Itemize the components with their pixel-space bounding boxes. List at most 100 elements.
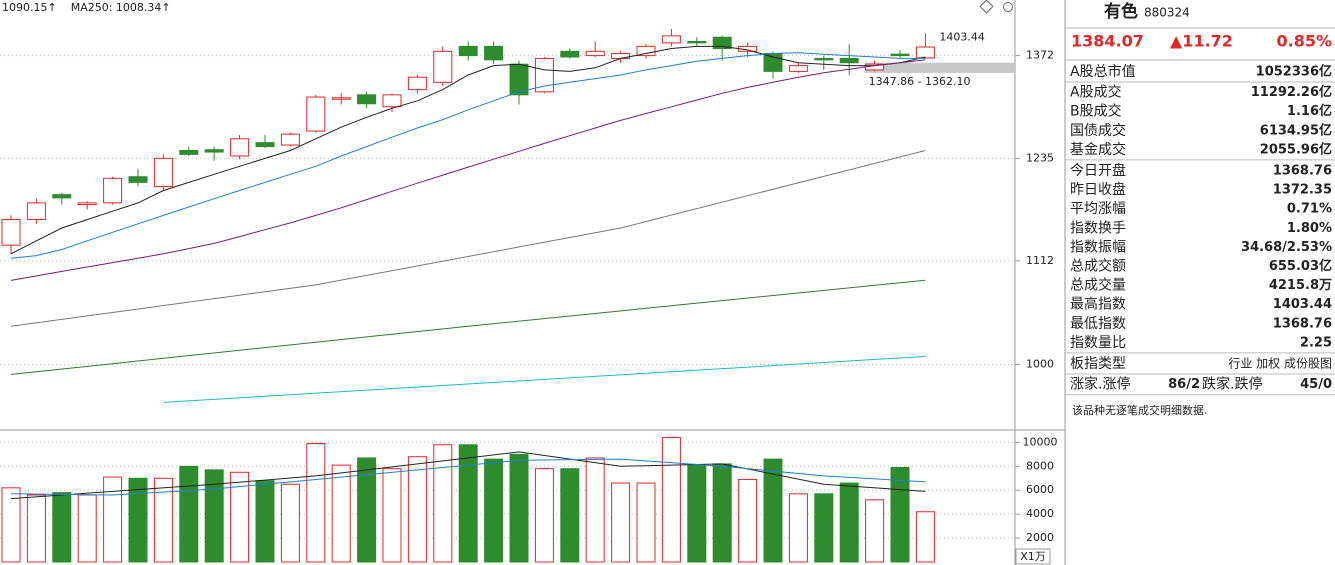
y-tick-label: 10000 [1023, 435, 1058, 448]
row-label: 涨家.涨停 [1070, 376, 1130, 393]
volume-bar [534, 468, 554, 563]
ma-line [163, 355, 926, 403]
candle-body [890, 53, 910, 57]
row-label: 跌家.跌停 [1202, 376, 1262, 393]
row-value: 行业 加权 成份股图 [1228, 357, 1332, 371]
row-value: 45/0 [1300, 377, 1332, 392]
row-label: 今日开盘 [1070, 162, 1126, 179]
row-value: 1368.76 [1273, 164, 1332, 179]
candle-body [280, 133, 300, 146]
price-band [864, 62, 1015, 73]
volume-bar [560, 468, 580, 563]
row-label: 平均涨幅 [1070, 201, 1126, 217]
y-tick-label: 6000 [1026, 483, 1054, 496]
row-label: 板指类型 [1070, 356, 1126, 372]
candle-body [687, 40, 707, 44]
candle-body [255, 142, 275, 148]
row-value: 1.80% [1287, 221, 1332, 236]
candle-body [534, 57, 554, 93]
volume-bar [255, 480, 275, 563]
candle-body [560, 50, 580, 58]
ma-legend: 1090.15↑ [2, 1, 57, 14]
volume-bar [128, 477, 148, 563]
volume-bar [331, 464, 351, 563]
row-value: 4215.8万 [1269, 278, 1332, 293]
volume-bar [636, 482, 656, 563]
volume-bar [230, 471, 250, 563]
volume-bar [382, 468, 402, 563]
row-value: 1368.76 [1273, 316, 1332, 331]
volume-bar [687, 464, 707, 563]
volume-bar [585, 457, 605, 563]
volume-bar [357, 457, 377, 563]
candle-body [636, 45, 656, 57]
candle-body [915, 46, 935, 59]
row-value: 34.68/2.53% [1241, 240, 1332, 255]
candle-body [661, 35, 681, 44]
row-label: 指数换手 [1070, 219, 1126, 236]
volume-bar [280, 483, 300, 563]
y-tick-label: 4000 [1026, 507, 1054, 520]
candle-body [306, 96, 326, 132]
y-tick-label: 8000 [1026, 459, 1054, 472]
candle-body [814, 57, 834, 61]
row-value: 1372.35 [1273, 183, 1332, 198]
row-label: B股成交 [1070, 103, 1122, 120]
candle-body [433, 50, 453, 83]
volume-bar [712, 463, 732, 563]
ma-line [10, 458, 926, 496]
tool-icon[interactable] [1003, 2, 1013, 12]
candle-body [585, 50, 605, 57]
row-value: 86/2 [1168, 377, 1200, 392]
y-tick-label: 1112 [1026, 254, 1054, 267]
volume-bar [865, 499, 885, 563]
candle-body [611, 52, 631, 59]
ma-line [10, 150, 926, 327]
candle-body [484, 45, 504, 61]
row-value: 6134.95亿 [1260, 122, 1332, 138]
candle-body [128, 176, 148, 183]
ma-line [10, 52, 926, 259]
row-value: 1403.44 [1273, 297, 1332, 312]
quote-note: 该品种无逐笔成交明细数据. [1072, 403, 1208, 417]
ma-line [10, 451, 926, 500]
row-value: 2055.96亿 [1260, 141, 1332, 157]
volume-bar [915, 511, 935, 563]
volume-bar [306, 443, 326, 563]
quote-name: 有色 [1104, 1, 1138, 22]
candle-body [1, 219, 21, 246]
quote-change-pct: 0.85% [1276, 32, 1332, 51]
row-label: A股总市值 [1070, 63, 1136, 80]
volume-bar [738, 478, 758, 563]
volume-bar [204, 469, 224, 563]
y-tick-label: 1235 [1026, 151, 1054, 164]
candle-body [839, 57, 859, 64]
row-label: 最高指数 [1070, 296, 1126, 313]
tool-icon[interactable] [979, 0, 994, 14]
unit-box [1015, 548, 1051, 565]
row-value: 1052336亿 [1256, 64, 1332, 80]
candle-body [712, 36, 732, 49]
volume-bar [814, 493, 834, 563]
candle-body [331, 97, 351, 100]
candle-body [103, 177, 123, 204]
volume-bar [611, 482, 631, 563]
volume-bar [103, 476, 123, 563]
y-tick-label: 1000 [1026, 358, 1054, 371]
candle-body [153, 157, 173, 187]
band-label: 1347.86 - 1362.10 [869, 75, 971, 88]
ma-legend: MA250: 1008.34↑ [71, 1, 171, 14]
ma-line [10, 59, 926, 281]
candle-body [179, 149, 199, 155]
row-value: 11292.26亿 [1251, 84, 1332, 100]
quote-change: ▲11.72 [1170, 32, 1233, 51]
volume-bar [77, 494, 97, 563]
volume-bar [179, 465, 199, 563]
ma-line [10, 45, 926, 255]
volume-bar [890, 466, 910, 563]
row-label: 指数量比 [1070, 335, 1126, 351]
volume-bar [763, 458, 783, 563]
y-tick-label: 1372 [1026, 49, 1054, 62]
row-label: 指数振幅 [1070, 239, 1126, 255]
